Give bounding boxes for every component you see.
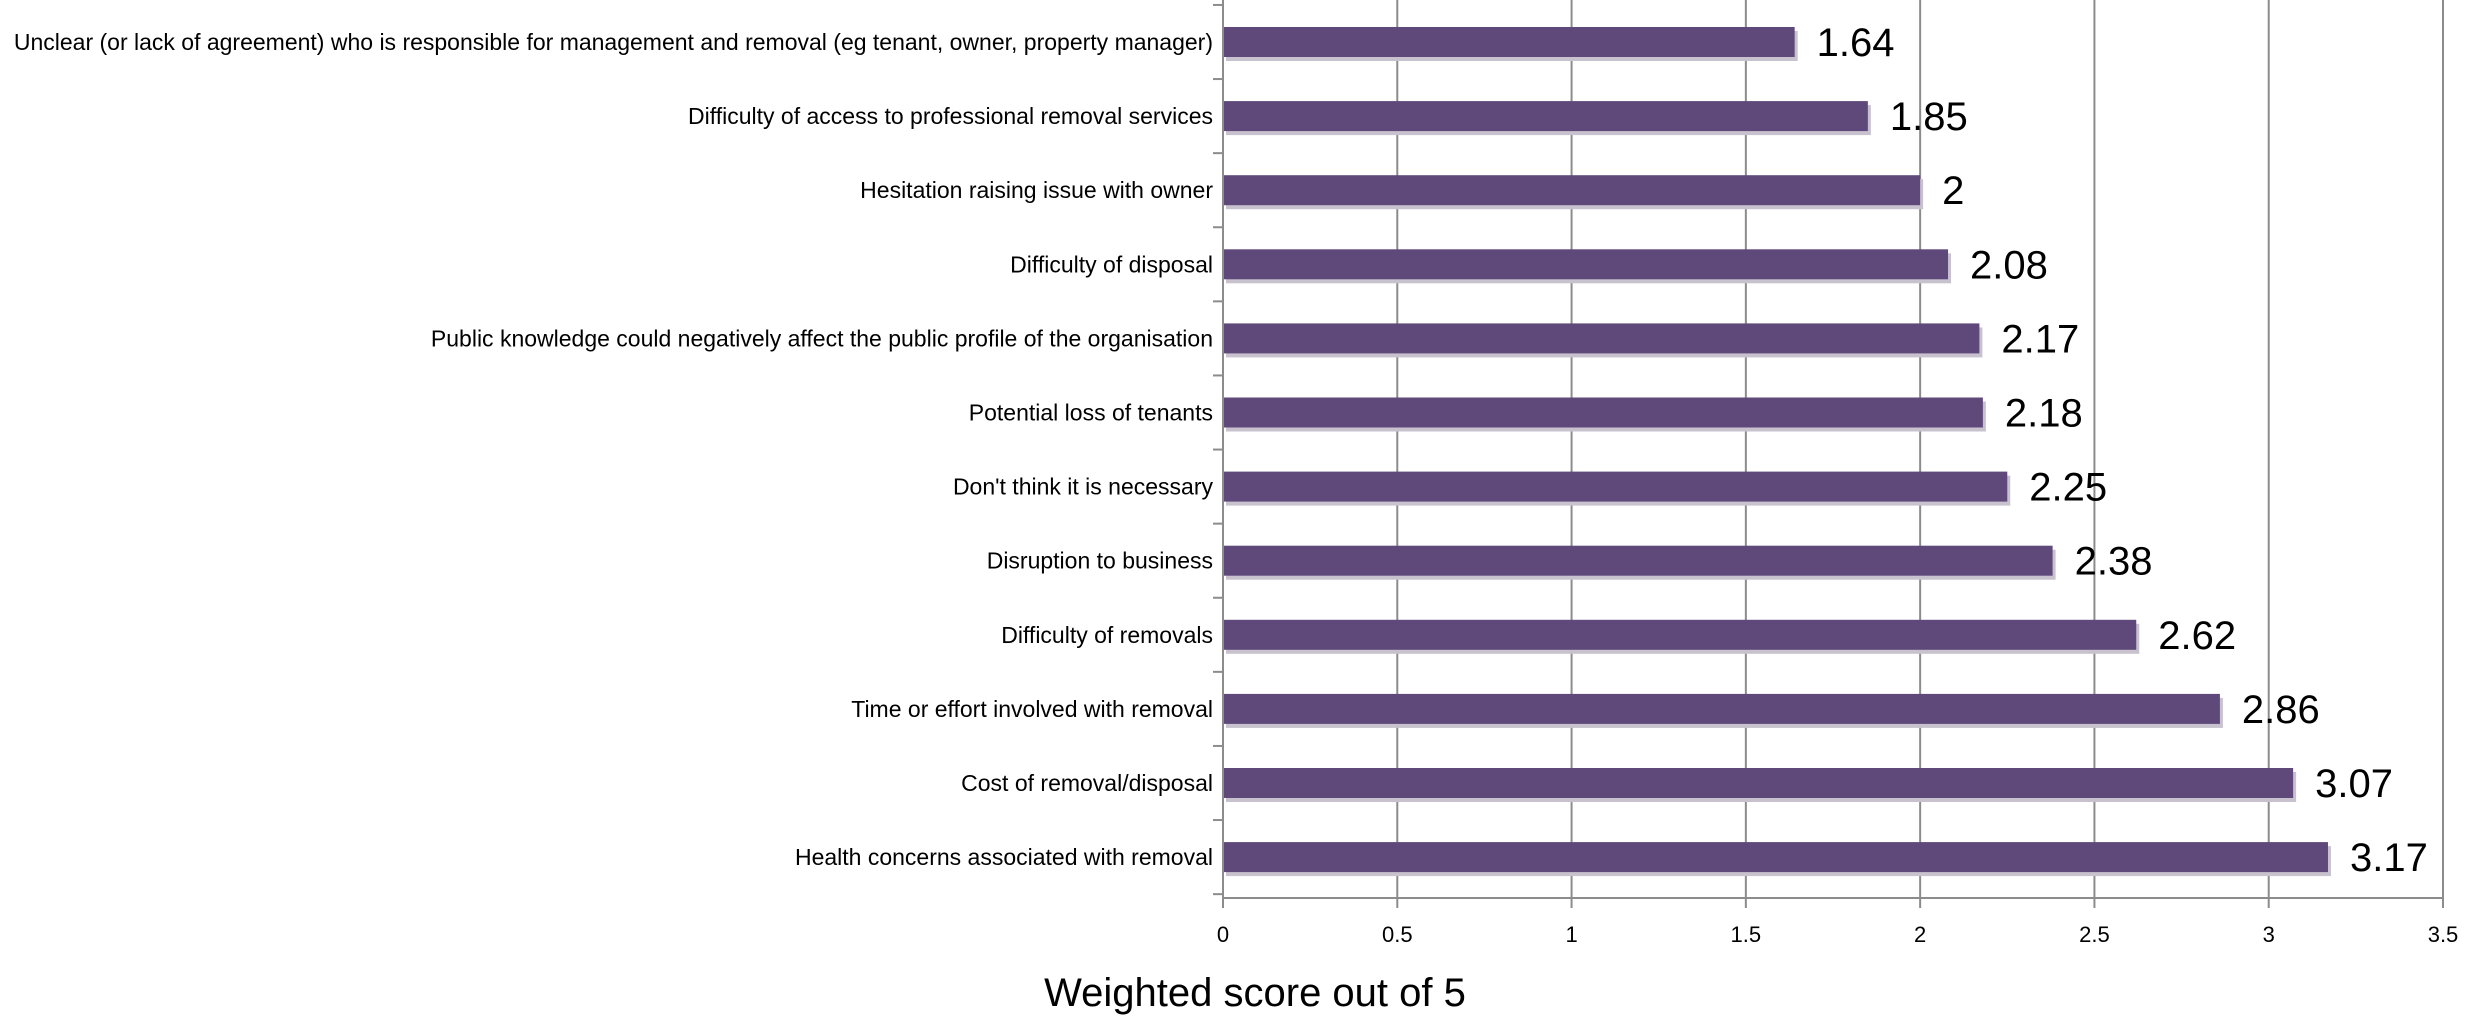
bar xyxy=(1223,397,1983,428)
x-tick-label: 2 xyxy=(1914,922,1926,947)
category-label: Unclear (or lack of agreement) who is re… xyxy=(14,29,1213,55)
axes xyxy=(1213,0,2444,908)
x-tick-label: 3 xyxy=(2263,922,2275,947)
category-label: Time or effort involved with removal xyxy=(851,696,1213,722)
x-tick-label: 0 xyxy=(1217,922,1229,947)
data-labels: 1.64 1.85 22.08 2.17 2.18 2.25 2.382.622.86 3.0… xyxy=(1817,21,2428,880)
bar xyxy=(1223,323,1980,354)
data-label: 2.25 xyxy=(2029,466,2107,510)
bar xyxy=(1223,768,2294,798)
x-axis-title: Weighted score out of 5 xyxy=(1044,971,1466,1015)
bar xyxy=(1223,27,1795,57)
category-label: Hesitation raising issue with owner xyxy=(860,177,1213,203)
bar xyxy=(1223,249,1949,280)
bar xyxy=(1223,693,2220,724)
gridlines xyxy=(1396,0,2444,898)
bar xyxy=(1223,101,1868,132)
data-label: 2.62 xyxy=(2158,614,2236,658)
data-label: 2.86 xyxy=(2242,688,2320,732)
bar xyxy=(1223,842,2328,873)
data-label: 3.17 xyxy=(2350,836,2428,880)
data-label: 1.64 xyxy=(1817,21,1895,65)
category-label: Difficulty of removals xyxy=(1001,622,1213,648)
bar xyxy=(1223,619,2137,650)
x-tick-label: 1 xyxy=(1565,922,1577,947)
category-label: Disruption to business xyxy=(987,548,1213,574)
x-tick-label: 0.5 xyxy=(1382,922,1413,947)
bar xyxy=(1223,175,1921,206)
data-label: 3.07 xyxy=(2315,762,2393,806)
category-label: Potential loss of tenants xyxy=(969,400,1213,426)
x-tick-label: 3.5 xyxy=(2428,922,2459,947)
category-label: Cost of removal/disposal xyxy=(961,770,1213,796)
data-label: 2 xyxy=(1942,169,1964,213)
data-label: 1.85 xyxy=(1890,95,1968,139)
x-tick-labels: 0 0.5 1 1.5 2 2.5 3 3.5 xyxy=(1217,922,2458,947)
x-tick-label: 2.5 xyxy=(2079,922,2110,947)
category-label: Difficulty of access to professional rem… xyxy=(688,103,1213,129)
category-label: Difficulty of disposal xyxy=(1010,251,1213,277)
bar xyxy=(1223,545,2053,576)
category-label: Don't think it is necessary xyxy=(953,474,1214,500)
data-label: 2.17 xyxy=(2001,317,2079,361)
x-tick-label: 1.5 xyxy=(1731,922,1762,947)
category-label: Public knowledge could negatively affect… xyxy=(431,325,1213,351)
data-label: 2.18 xyxy=(2005,392,2083,436)
category-labels: Unclear (or lack of agreement) who is re… xyxy=(14,29,1214,870)
data-label: 2.38 xyxy=(2075,540,2153,584)
data-label: 2.08 xyxy=(1970,243,2048,287)
category-label: Health concerns associated with removal xyxy=(795,844,1213,870)
bars xyxy=(1223,27,2331,877)
bar xyxy=(1223,471,2008,502)
